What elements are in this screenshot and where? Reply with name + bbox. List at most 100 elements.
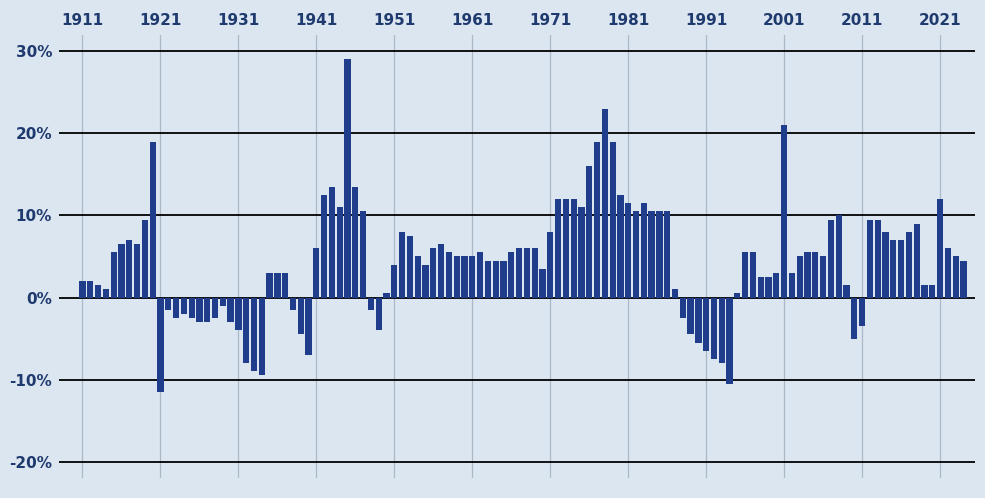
Bar (672, 289, 678, 297)
Bar (477, 252, 484, 297)
Bar (913, 224, 920, 297)
Bar (95, 285, 101, 297)
Bar (251, 297, 257, 372)
Bar (228, 297, 233, 322)
Bar (188, 297, 195, 318)
Bar (353, 187, 359, 297)
Bar (345, 59, 351, 297)
Bar (921, 285, 928, 297)
Bar (610, 141, 616, 297)
Bar (391, 264, 398, 297)
Bar (843, 285, 850, 297)
Bar (680, 297, 686, 318)
Bar (960, 260, 966, 297)
Bar (274, 273, 281, 297)
Bar (485, 260, 491, 297)
Bar (773, 273, 779, 297)
Bar (562, 199, 569, 297)
Bar (399, 232, 405, 297)
Bar (446, 252, 452, 297)
Bar (618, 195, 624, 297)
Bar (259, 297, 265, 375)
Bar (797, 256, 803, 297)
Bar (883, 232, 888, 297)
Bar (875, 220, 881, 297)
Bar (688, 297, 693, 335)
Bar (867, 220, 873, 297)
Bar (765, 277, 771, 297)
Bar (110, 252, 117, 297)
Bar (664, 211, 671, 297)
Bar (719, 297, 725, 363)
Bar (820, 256, 826, 297)
Bar (656, 211, 663, 297)
Bar (555, 199, 561, 297)
Bar (890, 240, 896, 297)
Bar (500, 260, 506, 297)
Bar (750, 252, 756, 297)
Bar (204, 297, 211, 322)
Bar (813, 252, 819, 297)
Bar (594, 141, 600, 297)
Bar (578, 207, 584, 297)
Bar (165, 297, 171, 310)
Bar (337, 207, 343, 297)
Bar (235, 297, 241, 330)
Bar (118, 244, 124, 297)
Bar (407, 236, 413, 297)
Bar (547, 232, 554, 297)
Bar (313, 249, 319, 297)
Bar (492, 260, 498, 297)
Bar (516, 249, 522, 297)
Bar (212, 297, 218, 318)
Bar (859, 297, 865, 326)
Bar (305, 297, 311, 355)
Bar (461, 256, 468, 297)
Bar (243, 297, 249, 363)
Bar (87, 281, 94, 297)
Bar (508, 252, 514, 297)
Bar (430, 249, 436, 297)
Bar (80, 281, 86, 297)
Bar (469, 256, 476, 297)
Bar (937, 199, 944, 297)
Bar (102, 289, 109, 297)
Bar (633, 211, 639, 297)
Bar (742, 252, 749, 297)
Bar (781, 125, 787, 297)
Bar (321, 195, 327, 297)
Bar (134, 244, 140, 297)
Bar (586, 166, 592, 297)
Bar (945, 249, 951, 297)
Bar (290, 297, 296, 310)
Bar (532, 249, 538, 297)
Bar (851, 297, 857, 339)
Bar (602, 109, 608, 297)
Bar (415, 256, 421, 297)
Bar (180, 297, 187, 314)
Bar (757, 277, 764, 297)
Bar (150, 141, 156, 297)
Bar (835, 216, 842, 297)
Bar (196, 297, 203, 322)
Bar (827, 220, 834, 297)
Bar (524, 249, 530, 297)
Bar (727, 297, 733, 383)
Bar (438, 244, 444, 297)
Bar (703, 297, 709, 351)
Bar (329, 187, 335, 297)
Bar (711, 297, 717, 359)
Bar (173, 297, 179, 318)
Bar (625, 203, 631, 297)
Bar (648, 211, 655, 297)
Bar (158, 297, 164, 392)
Bar (142, 220, 148, 297)
Bar (375, 297, 382, 330)
Bar (540, 269, 546, 297)
Bar (361, 211, 366, 297)
Bar (952, 256, 958, 297)
Bar (383, 293, 390, 297)
Bar (695, 297, 701, 343)
Bar (297, 297, 304, 335)
Bar (805, 252, 811, 297)
